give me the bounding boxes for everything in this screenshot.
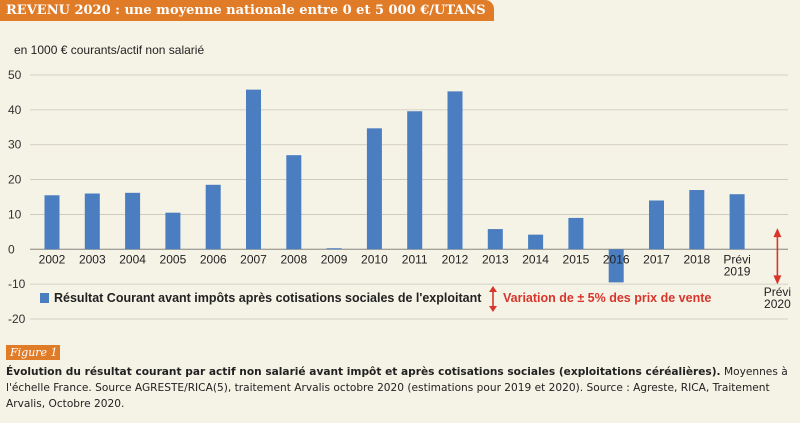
figure-caption: Évolution du résultat courant par actif … — [6, 364, 796, 412]
y-tick-label: 50 — [8, 68, 22, 82]
legend-range-arrow-up — [489, 286, 497, 292]
figure-tag: Figure 1 — [6, 345, 60, 360]
legend-swatch — [40, 293, 49, 303]
y-tick-label: 20 — [8, 173, 22, 187]
x-tick-label: 2011 — [402, 252, 428, 266]
y-axis-unit-label: en 1000 € courants/actif non salarié — [14, 43, 205, 57]
bar — [84, 193, 100, 250]
prevision-arrow-down — [773, 275, 782, 285]
x-tick-label: 2012 — [442, 252, 469, 266]
legend-range-arrow-down — [489, 306, 497, 312]
legend-range-label: Variation de ± 5% des prix de vente — [503, 291, 711, 305]
x-tick-label: 2009 — [321, 252, 348, 266]
bar — [44, 195, 60, 250]
x-tick-label: 2005 — [160, 252, 187, 266]
x-tick-label: 2010 — [361, 252, 388, 266]
bar — [205, 184, 221, 250]
bar — [286, 155, 302, 250]
bar — [447, 91, 463, 250]
bar — [326, 248, 342, 250]
x-tick-label-extra: Prévi 2020 — [764, 285, 791, 311]
x-tick-label: Prévi 2019 — [723, 252, 750, 278]
x-tick-label: 2017 — [643, 252, 670, 266]
bar — [246, 89, 261, 250]
y-tick-label: -10 — [8, 277, 26, 291]
bar — [689, 190, 705, 250]
bar — [649, 200, 664, 250]
legend-label: Résultat Courant avant impôts après coti… — [54, 291, 482, 305]
y-tick-label: 40 — [8, 103, 22, 117]
caption-title: Évolution du résultat courant par actif … — [6, 366, 721, 378]
bar — [125, 192, 141, 250]
x-tick-label: 2004 — [119, 252, 146, 266]
x-tick-label: 2015 — [563, 252, 590, 266]
x-tick-label: 2007 — [240, 252, 267, 266]
x-tick-label: 2018 — [683, 252, 710, 266]
x-tick-label: 2016 — [603, 252, 630, 266]
bar — [729, 194, 745, 250]
x-tick-label: 2008 — [280, 252, 307, 266]
bar — [528, 234, 544, 250]
bar — [487, 229, 503, 250]
bar-chart: -20 -10 0 10 20 30 40 50 2002 2003 2004 2005 2006 200… — [8, 68, 791, 326]
bar — [366, 128, 382, 250]
bar — [165, 212, 181, 250]
y-tick-label: -20 — [8, 312, 26, 326]
x-tick-label: 2006 — [200, 252, 227, 266]
bar — [568, 217, 584, 250]
bar — [407, 111, 423, 250]
y-tick-label: 10 — [8, 207, 22, 221]
prevision-arrow-up — [773, 228, 782, 238]
x-tick-label: 2014 — [522, 252, 549, 266]
figure-banner: REVENU 2020 : une moyenne nationale entr… — [0, 0, 494, 21]
y-tick-label: 30 — [8, 138, 22, 152]
caption-body: Moyennes à l'échelle France. Source AGRE… — [6, 366, 788, 410]
y-tick-label: 0 — [8, 242, 15, 256]
x-tick-label: 2002 — [39, 252, 66, 266]
x-tick-label: 2003 — [79, 252, 106, 266]
x-tick-label: 2013 — [482, 252, 509, 266]
bar — [608, 249, 624, 283]
